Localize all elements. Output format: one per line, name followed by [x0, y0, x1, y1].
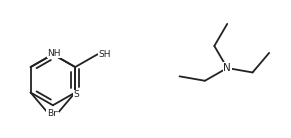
Text: S: S: [73, 90, 79, 99]
Text: SH: SH: [98, 50, 111, 59]
Text: Br: Br: [49, 109, 59, 119]
Text: NH: NH: [47, 49, 61, 58]
Text: N: N: [223, 63, 231, 73]
Text: Br: Br: [47, 109, 57, 119]
